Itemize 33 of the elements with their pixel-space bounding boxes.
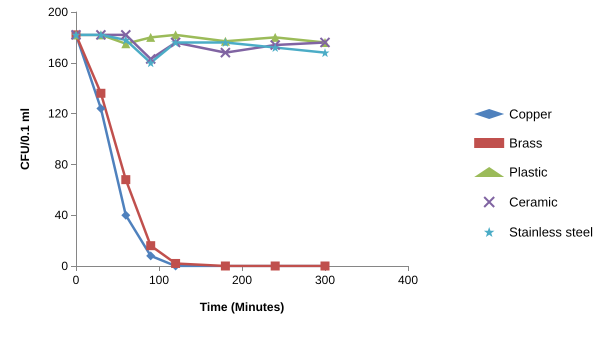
point xyxy=(121,175,130,184)
y-tick-label: 40 xyxy=(54,208,68,222)
legend-label: Brass xyxy=(509,136,543,150)
y-tick-label: 80 xyxy=(54,157,68,172)
x-tick-label: 300 xyxy=(314,273,336,287)
point xyxy=(121,35,130,44)
y-tick-label: 160 xyxy=(48,56,68,70)
y-tick-label: 0 xyxy=(61,259,68,273)
point xyxy=(146,241,156,250)
point xyxy=(171,258,180,268)
y-tick-label: 200 xyxy=(48,5,68,19)
y-tick-label: 120 xyxy=(48,106,68,121)
legend-label: Plastic xyxy=(509,164,548,180)
legend-label: Ceramic xyxy=(509,194,558,210)
point xyxy=(146,32,156,42)
x-tick-label: 200 xyxy=(232,273,252,287)
point xyxy=(146,58,156,68)
point xyxy=(270,40,281,51)
x-tick-label: 100 xyxy=(148,273,170,287)
point xyxy=(96,88,106,98)
legend-label: Stainless steel xyxy=(509,224,594,240)
point xyxy=(121,210,130,220)
point xyxy=(96,104,106,114)
x-tick-label: 400 xyxy=(398,273,418,287)
x-axis-title: Time (Minutes) xyxy=(200,300,284,314)
point xyxy=(220,47,231,58)
point xyxy=(120,29,132,40)
legend-label: Copper xyxy=(509,106,552,122)
point xyxy=(270,43,280,52)
x-tick-label: 0 xyxy=(72,273,80,287)
point xyxy=(146,251,156,260)
point xyxy=(145,53,156,64)
y-axis-title: CFU/0.1 ml xyxy=(18,108,32,170)
